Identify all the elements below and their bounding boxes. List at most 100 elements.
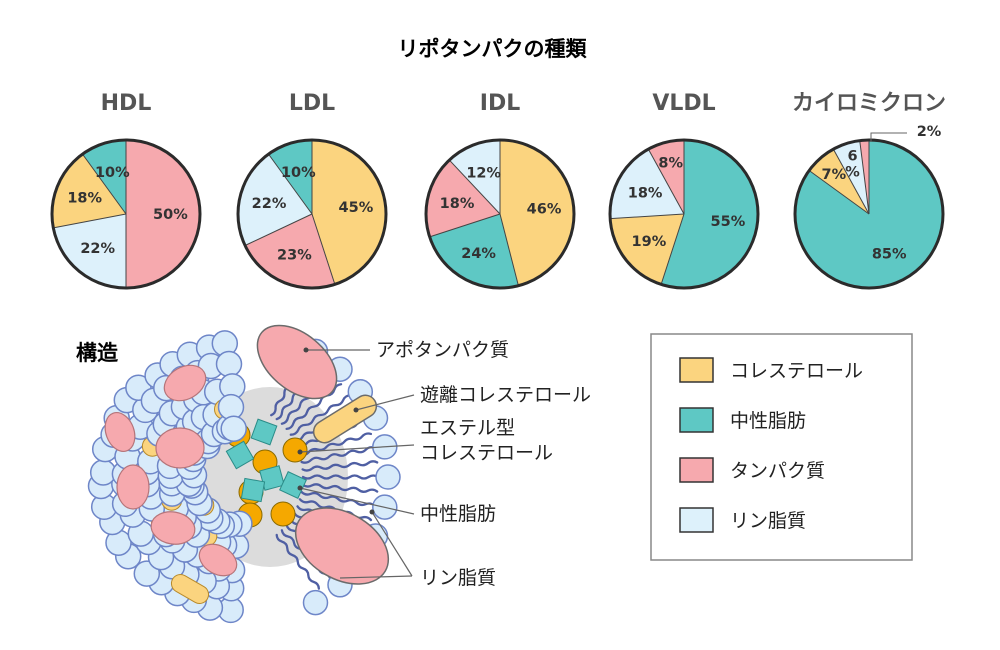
slice-divider (82, 153, 127, 215)
pie-slice (82, 140, 126, 214)
pie-title: カイロミクロン (792, 91, 946, 116)
slice-label: 23% (277, 248, 312, 264)
phospholipid-tail (298, 432, 373, 457)
slice-label: 18% (628, 186, 663, 202)
phospholipid-tail (289, 394, 352, 436)
legend-swatch (679, 507, 714, 533)
slice-divider (610, 213, 685, 220)
slice-divider (859, 140, 870, 215)
slice-label: 85% (872, 247, 907, 263)
slice-label: 50% (153, 207, 188, 223)
pie-outline (793, 138, 945, 290)
slice-divider (244, 213, 313, 246)
callout-label: リン脂質 (420, 567, 496, 589)
slice-label: 10% (281, 165, 316, 181)
callout-label: エステル型コレステロール (420, 417, 553, 464)
phospholipid-head (302, 589, 329, 616)
pie-slice (425, 160, 500, 237)
callout-line (355, 394, 415, 411)
callout-line (339, 575, 413, 579)
pie-charts: HDL 50% 22% 18% 10% LDL 45% 23% 22% 10% IDL 46% 24% 1… (50, 91, 946, 290)
pie-title: HDL (101, 91, 152, 116)
slice-divider (311, 213, 336, 285)
callout-label: アポタンパク質 (376, 339, 509, 361)
phospholipid-head (375, 464, 401, 490)
pie-slice (312, 140, 387, 285)
apoprotein (256, 324, 338, 400)
pie-slice (500, 140, 575, 286)
phospholipid-head (220, 415, 247, 442)
free-cholesterol (312, 394, 378, 444)
apoprotein (104, 412, 136, 452)
pie-outline (236, 138, 388, 290)
triglyceride-cube (225, 440, 255, 470)
callout-line (371, 511, 413, 577)
pie-slice (53, 214, 127, 288)
pie-outline (50, 138, 202, 290)
pie-slice (648, 140, 684, 214)
pie-title: VLDL (652, 91, 715, 116)
phospholipid-tail (275, 533, 321, 590)
callout-line (299, 487, 415, 515)
slice-label: 55% (711, 214, 746, 230)
slice-divider (832, 148, 870, 215)
apoprotein (150, 511, 196, 545)
apoprotein (155, 427, 205, 469)
slice-label: 7% (821, 167, 846, 183)
callout-label: 遊離コレステロール (420, 384, 591, 406)
pie-slice (809, 149, 869, 214)
pie-slice (268, 140, 312, 214)
legend-label: コレステロール (730, 360, 863, 382)
callout-label: 中性脂肪 (420, 503, 496, 525)
pie-slice (610, 214, 684, 285)
slice-label: 45% (339, 200, 374, 216)
slice-divider (53, 213, 127, 229)
phospholipid-tail (300, 446, 377, 464)
slice-label: 46% (527, 201, 562, 217)
pie-chart-4: カイロミクロン 85% 7%6 % 2% (792, 91, 946, 290)
page-title: リポタンパクの種類 (398, 37, 588, 61)
slice-label: 12% (466, 166, 501, 182)
slice-label: 19% (632, 234, 667, 250)
phospholipid-tail (301, 474, 380, 480)
pie-slice (661, 140, 758, 288)
structure-heading: 構造 (76, 341, 119, 365)
pie-slice (245, 214, 335, 289)
lipoprotein-particle (87, 324, 401, 624)
slice-divider (429, 213, 501, 238)
triglyceride-cube (259, 465, 285, 491)
slice-label: 22% (252, 196, 287, 212)
triglyceride-cube (250, 418, 278, 446)
callout-dot (297, 485, 303, 491)
slice-divider (808, 170, 870, 215)
pie-title: LDL (289, 91, 335, 116)
slice-divider (660, 213, 685, 285)
pie-chart-1: LDL 45% 23% 22% 10% (236, 91, 388, 290)
slice-label: 18% (67, 191, 102, 207)
pie-outline (608, 138, 760, 290)
slice-label: 22% (80, 241, 115, 257)
phospholipid-tail (300, 490, 377, 508)
esterified-cholesterol (270, 501, 296, 527)
slice-label: 6% (845, 148, 860, 180)
legend-label: 中性脂肪 (730, 410, 806, 432)
pie-chart-3: VLDL 55% 19% 18% 8% (608, 91, 760, 290)
apoprotein (294, 507, 390, 585)
pie-title: IDL (480, 91, 520, 116)
pie-slice (126, 140, 200, 288)
esterified-cholesterol (282, 437, 308, 463)
pie-slice (51, 154, 126, 228)
callout-dot (369, 509, 375, 515)
apoprotein (198, 543, 238, 577)
apoprotein (116, 464, 150, 510)
slice-label: 2% (917, 124, 942, 140)
legend-swatch (679, 457, 714, 483)
pie-slice (449, 140, 500, 214)
phospholipid-tail (301, 460, 379, 472)
slice-label: 18% (440, 196, 475, 212)
slice-divider (499, 213, 519, 286)
slice-divider (268, 153, 313, 215)
